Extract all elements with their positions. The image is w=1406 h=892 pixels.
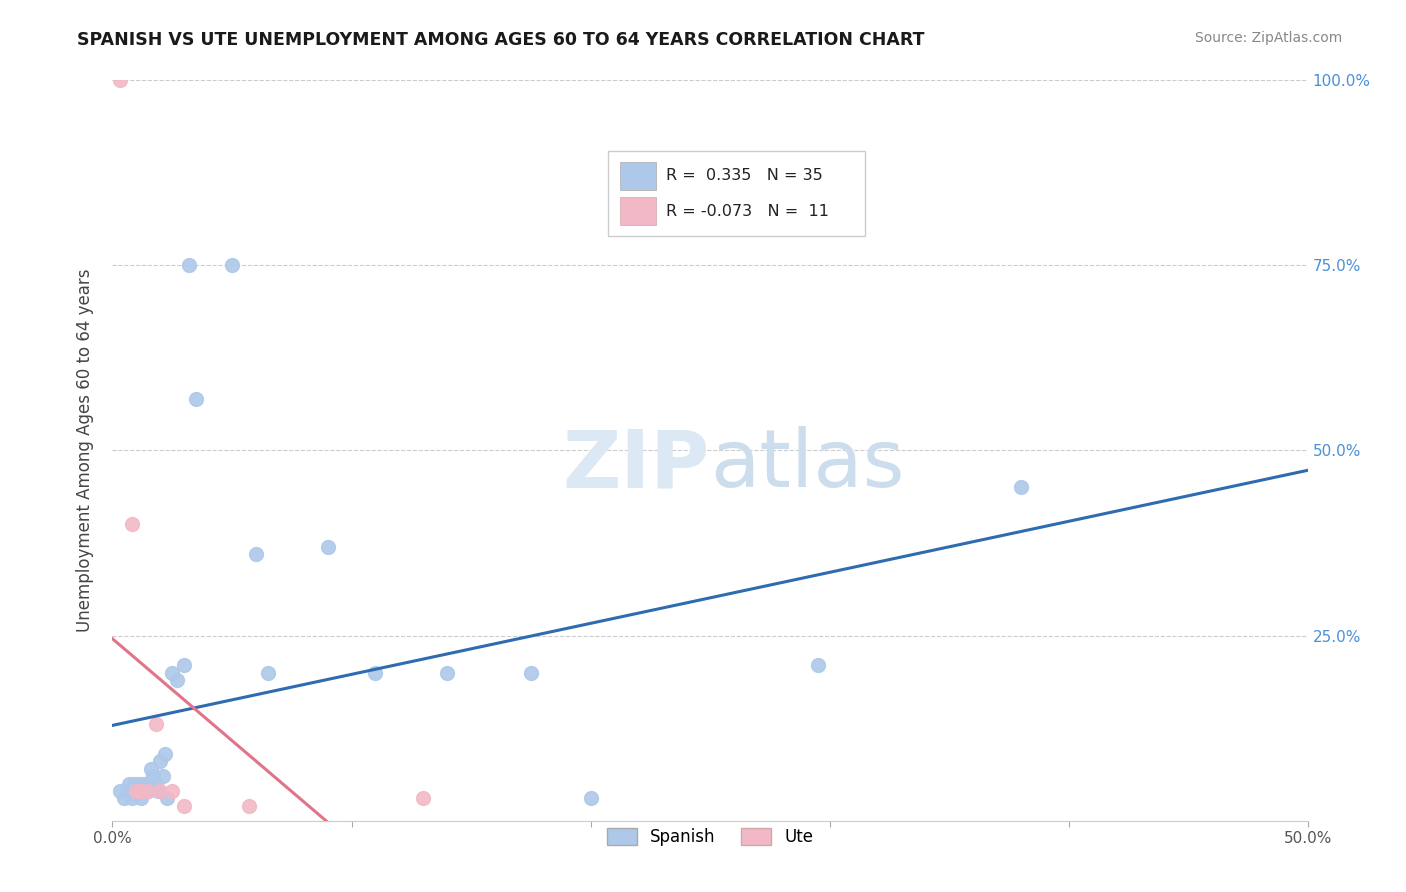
Point [121, 517, 143, 532]
Point [162, 784, 183, 798]
Point [145, 776, 167, 791]
Point [128, 776, 150, 791]
Point [412, 791, 434, 805]
Point [115, 784, 138, 798]
Point [125, 784, 148, 798]
Point [108, 73, 131, 87]
Legend: Spanish, Ute: Spanish, Ute [600, 822, 820, 853]
FancyBboxPatch shape [620, 161, 657, 190]
Point [138, 784, 160, 798]
Text: ZIP: ZIP [562, 426, 710, 504]
Text: R = -0.073   N =  11: R = -0.073 N = 11 [666, 204, 828, 219]
Point [316, 540, 339, 554]
Point [238, 798, 260, 813]
Point [177, 259, 200, 273]
Point [579, 791, 602, 805]
Point [121, 791, 143, 805]
Point [153, 747, 176, 761]
Text: atlas: atlas [710, 426, 904, 504]
Point [138, 784, 160, 798]
Point [520, 665, 543, 680]
Point [173, 798, 195, 813]
Point [173, 658, 195, 673]
Text: Source: ZipAtlas.com: Source: ZipAtlas.com [1195, 31, 1343, 45]
Point [142, 769, 165, 783]
Point [166, 673, 188, 687]
Point [146, 784, 169, 798]
Text: SPANISH VS UTE UNEMPLOYMENT AMONG AGES 60 TO 64 YEARS CORRELATION CHART: SPANISH VS UTE UNEMPLOYMENT AMONG AGES 6… [77, 31, 925, 49]
Point [108, 784, 131, 798]
Point [114, 791, 135, 805]
Point [145, 717, 167, 731]
Point [122, 776, 145, 791]
Y-axis label: Unemployment Among Ages 60 to 64 years: Unemployment Among Ages 60 to 64 years [76, 268, 94, 632]
Point [186, 392, 208, 406]
Point [118, 776, 141, 791]
Point [807, 658, 830, 673]
Point [436, 665, 458, 680]
Point [257, 665, 280, 680]
FancyBboxPatch shape [609, 151, 866, 235]
Point [245, 547, 267, 561]
Point [221, 259, 243, 273]
Point [132, 776, 155, 791]
Point [149, 755, 172, 769]
Point [135, 776, 157, 791]
Point [125, 784, 148, 798]
FancyBboxPatch shape [620, 197, 657, 226]
Point [364, 665, 387, 680]
Point [1010, 480, 1032, 494]
Point [129, 791, 152, 805]
Point [139, 762, 162, 776]
Point [149, 784, 172, 798]
Point [156, 791, 179, 805]
Point [129, 784, 152, 798]
Point [162, 665, 183, 680]
Text: R =  0.335   N = 35: R = 0.335 N = 35 [666, 169, 823, 183]
Point [152, 769, 174, 783]
